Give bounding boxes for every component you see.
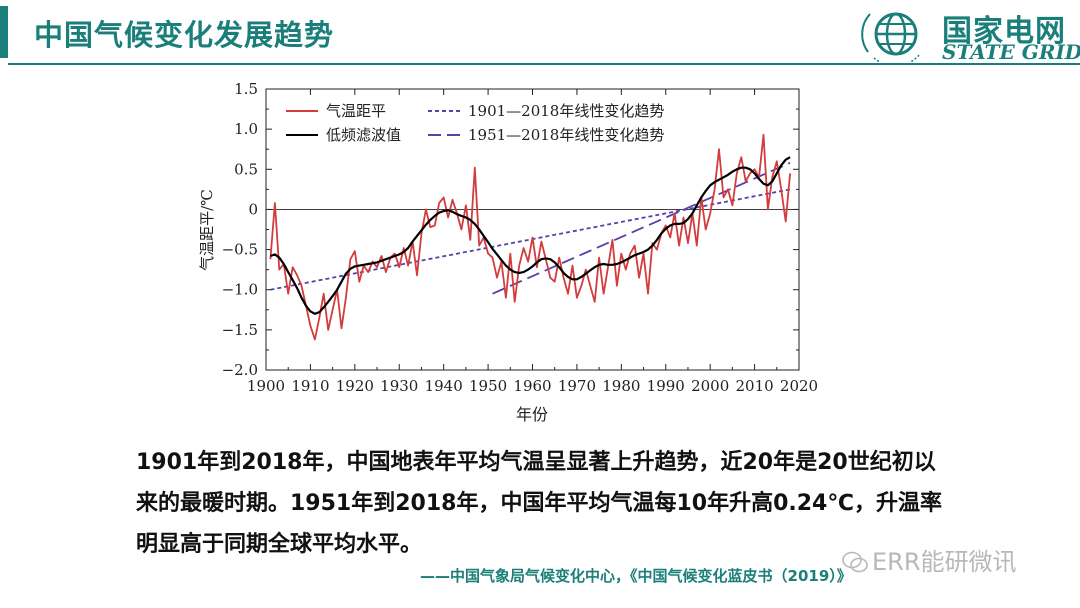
legend-label: 低频滤波值 <box>326 126 401 144</box>
legend-label: 1951—2018年线性变化趋势 <box>468 126 664 144</box>
state-grid-emblem-icon <box>861 12 921 62</box>
body-line-3: 明显高于同期全球平均水平。 <box>136 532 423 557</box>
source-citation: ——中国气象局气候变化中心，《中国气候变化蓝皮书（2019）》 <box>420 567 852 585</box>
x-tick-label: 1970 <box>558 377 596 395</box>
brand-name-en: STATE GRID <box>942 40 1080 64</box>
lowpass-series-line <box>270 156 791 315</box>
x-axis-label: 年份 <box>516 405 548 424</box>
brand-name-cn: 国家电网 <box>942 14 1066 49</box>
y-tick-label: −2.0 <box>222 361 258 379</box>
trend-line <box>492 162 791 295</box>
body-line-1: 1901年到2018年，中国地表年平均气温呈显著上升趋势，近20年是20世纪初以 <box>136 450 936 475</box>
y-tick-label: 1.0 <box>234 120 258 138</box>
y-tick-label: −1.5 <box>222 321 258 339</box>
title-accent-bar <box>0 6 8 58</box>
x-tick-label: 1900 <box>247 377 285 395</box>
wechat-icon <box>842 551 868 573</box>
header-bar: 中国气候变化发展趋势 国家电网 STATE GRID <box>0 0 1080 65</box>
temperature-anomaly-chart: −2.0−1.5−1.0−0.500.51.01.5 1900 1910 1920 1… <box>198 80 818 424</box>
x-tick-label: 2000 <box>691 377 729 395</box>
x-tick-label: 1920 <box>336 377 374 395</box>
legend-label: 1901—2018年线性变化趋势 <box>468 102 664 120</box>
x-tick-label: 1930 <box>380 377 418 395</box>
x-tick-label: 1980 <box>602 377 640 395</box>
body-text: 1901年到2018年，中国地表年平均气温呈显著上升趋势，近20年是20世纪初以… <box>136 442 996 565</box>
trend-line <box>270 188 791 291</box>
body-line-2: 来的最暖时期。1951年到2018年，中国年平均气温每10年升高0.24℃，升温… <box>136 491 942 516</box>
y-tick-label: 1.5 <box>234 80 258 98</box>
y-tick-label: −1.0 <box>222 281 258 299</box>
y-axis-label: 气温距平/℃ <box>198 189 216 271</box>
legend-label: 气温距平 <box>326 102 386 120</box>
slide-title: 中国气候变化发展趋势 <box>34 18 335 52</box>
y-tick-label: 0 <box>248 200 258 218</box>
trend-lines <box>270 162 791 295</box>
x-tick-label: 1990 <box>647 377 685 395</box>
x-tick-label: 1960 <box>513 377 551 395</box>
x-axis: 1900 1910 1920 1930 1940 1950 1960 1970 1980 1990… <box>247 89 818 395</box>
x-tick-label: 1910 <box>291 377 329 395</box>
watermark: ERR能研微讯 <box>842 542 1017 577</box>
series-layer <box>269 133 791 341</box>
x-tick-label: 2010 <box>735 377 773 395</box>
y-tick-label: −0.5 <box>222 241 258 259</box>
state-grid-logo: 国家电网 STATE GRID <box>856 4 1080 64</box>
y-tick-label: 0.5 <box>234 160 258 178</box>
y-axis: −2.0 −1.5 −1.0 −0.5 0 0.5 1.0 1.5 <box>222 80 799 379</box>
x-tick-label: 1950 <box>469 377 507 395</box>
anomaly-series-line <box>269 133 791 341</box>
watermark-text: ERR能研微讯 <box>872 548 1017 576</box>
x-tick-label: 1940 <box>425 377 463 395</box>
header-divider <box>8 63 1080 65</box>
x-tick-label: 2020 <box>780 377 818 395</box>
